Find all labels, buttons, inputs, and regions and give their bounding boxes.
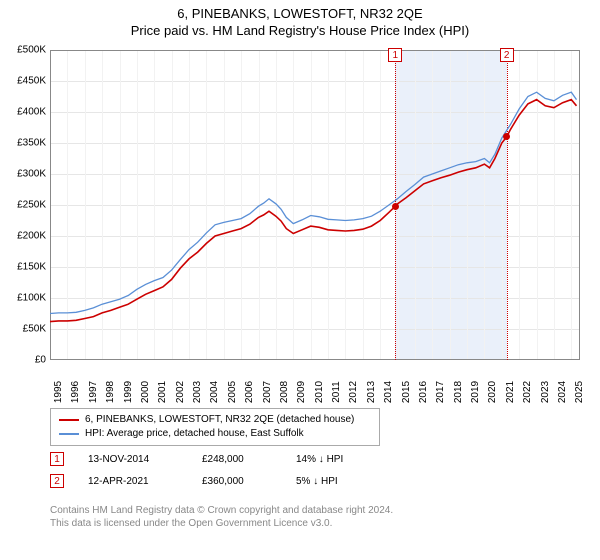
transaction-badge: 2 bbox=[50, 474, 64, 488]
legend-swatch bbox=[59, 433, 79, 435]
legend-box: 6, PINEBANKS, LOWESTOFT, NR32 2QE (detac… bbox=[50, 408, 380, 446]
transaction-delta: 14% ↓ HPI bbox=[296, 454, 343, 465]
legend-label: HPI: Average price, detached house, East… bbox=[85, 427, 304, 441]
transaction-row: 1 13-NOV-2014 £248,000 14% ↓ HPI bbox=[50, 452, 343, 466]
footer-line2: This data is licensed under the Open Gov… bbox=[50, 517, 393, 530]
legend-label: 6, PINEBANKS, LOWESTOFT, NR32 2QE (detac… bbox=[85, 413, 354, 427]
legend-row: HPI: Average price, detached house, East… bbox=[59, 427, 371, 441]
transaction-date: 13-NOV-2014 bbox=[88, 454, 178, 465]
marker-dot bbox=[392, 203, 399, 210]
transaction-date: 12-APR-2021 bbox=[88, 476, 178, 487]
series-property bbox=[50, 100, 577, 322]
legend-row: 6, PINEBANKS, LOWESTOFT, NR32 2QE (detac… bbox=[59, 413, 371, 427]
transaction-badge: 1 bbox=[50, 452, 64, 466]
legend-swatch bbox=[59, 419, 79, 421]
transaction-price: £360,000 bbox=[202, 476, 272, 487]
transaction-price: £248,000 bbox=[202, 454, 272, 465]
transaction-delta: 5% ↓ HPI bbox=[296, 476, 338, 487]
footer-attribution: Contains HM Land Registry data © Crown c… bbox=[50, 504, 393, 530]
transaction-row: 2 12-APR-2021 £360,000 5% ↓ HPI bbox=[50, 474, 338, 488]
series-hpi bbox=[50, 92, 577, 313]
footer-line1: Contains HM Land Registry data © Crown c… bbox=[50, 504, 393, 517]
chart-container: 6, PINEBANKS, LOWESTOFT, NR32 2QE Price … bbox=[0, 0, 600, 560]
